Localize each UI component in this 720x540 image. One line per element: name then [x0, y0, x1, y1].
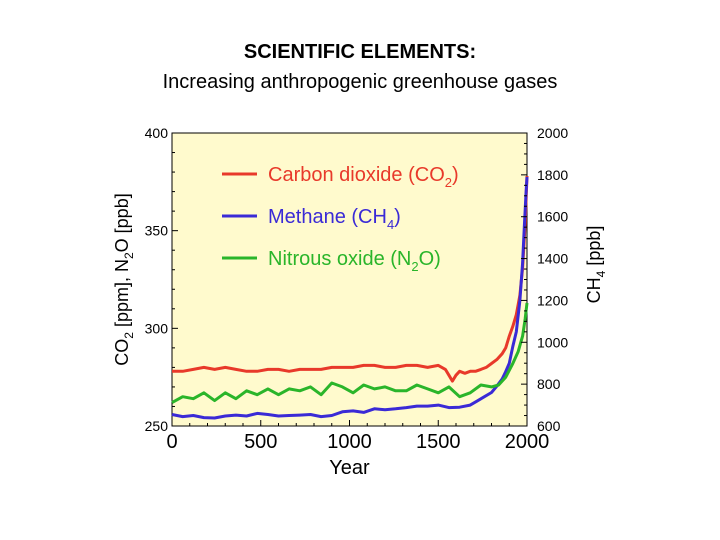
series-line-methane: [171, 176, 529, 420]
slide-subtitle: Increasing anthropogenic greenhouse gase…: [162, 71, 558, 93]
legend-label: Nitrous oxide (N2O): [268, 248, 441, 274]
x-axis-label: Year: [329, 457, 370, 479]
right-axis-label: CH4 [ppb]: [584, 226, 608, 304]
legend-label: Methane (CH4): [268, 206, 401, 232]
right-tick-label: 1200: [537, 292, 568, 308]
x-tick-label: 1500: [416, 431, 461, 453]
series-line-nitrous: [171, 302, 529, 404]
series-line-carbon: [172, 175, 529, 383]
right-tick-label: 800: [537, 376, 561, 392]
right-tick-label: 2000: [537, 125, 568, 141]
slide-title: SCIENTIFIC ELEMENTS:: [243, 41, 477, 63]
x-tick-label: 0: [166, 431, 177, 453]
left-tick-label: 350: [145, 223, 169, 239]
right-tick-label: 1000: [537, 334, 568, 350]
right-tick-label: 1400: [537, 251, 568, 267]
right-tick-label: 1600: [537, 209, 568, 225]
right-tick-label: 600: [537, 418, 561, 434]
legend-label: Carbon dioxide (CO2): [268, 164, 459, 190]
right-tick-label: 1800: [537, 167, 568, 183]
left-axis-label: CO2 [ppm], N2O [ppb]: [112, 193, 136, 365]
left-tick-label: 400: [145, 125, 169, 141]
x-tick-label: 1000: [327, 431, 372, 453]
x-tick-label: 500: [244, 431, 277, 453]
left-tick-label: 250: [145, 418, 169, 434]
left-tick-label: 300: [145, 320, 169, 336]
plot-area: [171, 132, 528, 427]
x-tick-label: 2000: [505, 431, 550, 453]
